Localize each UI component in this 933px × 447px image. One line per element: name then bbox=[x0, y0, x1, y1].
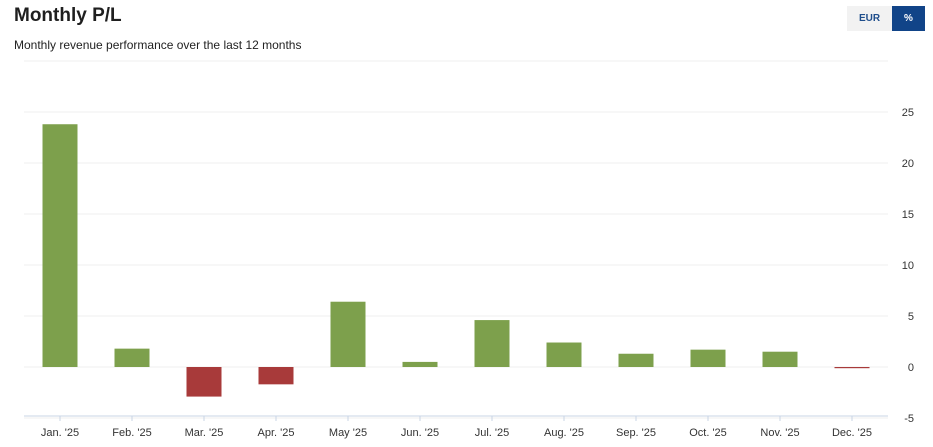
y-tick-label: 20 bbox=[902, 158, 914, 170]
x-tick-label: Aug. '25 bbox=[544, 427, 584, 439]
eur-toggle-button[interactable]: EUR bbox=[847, 6, 892, 31]
bar[interactable] bbox=[834, 367, 870, 369]
x-tick-label: Oct. '25 bbox=[689, 427, 727, 439]
x-tick-label: Nov. '25 bbox=[760, 427, 799, 439]
x-tick-label: Apr. '25 bbox=[258, 427, 295, 439]
bar[interactable] bbox=[402, 361, 438, 367]
bar[interactable] bbox=[330, 301, 366, 367]
x-tick-label: Feb. '25 bbox=[112, 427, 151, 439]
bar[interactable] bbox=[114, 348, 150, 367]
x-tick-label: Jul. '25 bbox=[475, 427, 510, 439]
bar[interactable] bbox=[258, 367, 294, 385]
bar[interactable] bbox=[618, 353, 654, 367]
x-tick-label: May '25 bbox=[329, 427, 367, 439]
percent-toggle-button[interactable]: % bbox=[892, 6, 925, 31]
bar[interactable] bbox=[762, 351, 798, 367]
x-tick-label: Mar. '25 bbox=[185, 427, 224, 439]
x-tick-label: Jun. '25 bbox=[401, 427, 439, 439]
y-tick-label: 0 bbox=[908, 362, 914, 374]
bar[interactable] bbox=[690, 349, 726, 367]
chart-title: Monthly P/L bbox=[14, 5, 122, 26]
bar[interactable] bbox=[546, 342, 582, 367]
unit-toggle: EUR % bbox=[847, 6, 925, 31]
y-tick-label: -5 bbox=[904, 413, 914, 425]
bar[interactable] bbox=[42, 124, 78, 368]
chart-subtitle: Monthly revenue performance over the las… bbox=[14, 38, 302, 52]
x-tick-label: Sep. '25 bbox=[616, 427, 656, 439]
bar[interactable] bbox=[474, 320, 510, 367]
y-tick-label: 10 bbox=[902, 260, 914, 272]
y-tick-label: 25 bbox=[902, 107, 914, 119]
y-tick-label: 15 bbox=[902, 209, 914, 221]
x-tick-label: Jan. '25 bbox=[41, 427, 79, 439]
y-tick-label: 5 bbox=[908, 311, 914, 323]
x-tick-label: Dec. '25 bbox=[832, 427, 872, 439]
bar[interactable] bbox=[186, 367, 222, 397]
